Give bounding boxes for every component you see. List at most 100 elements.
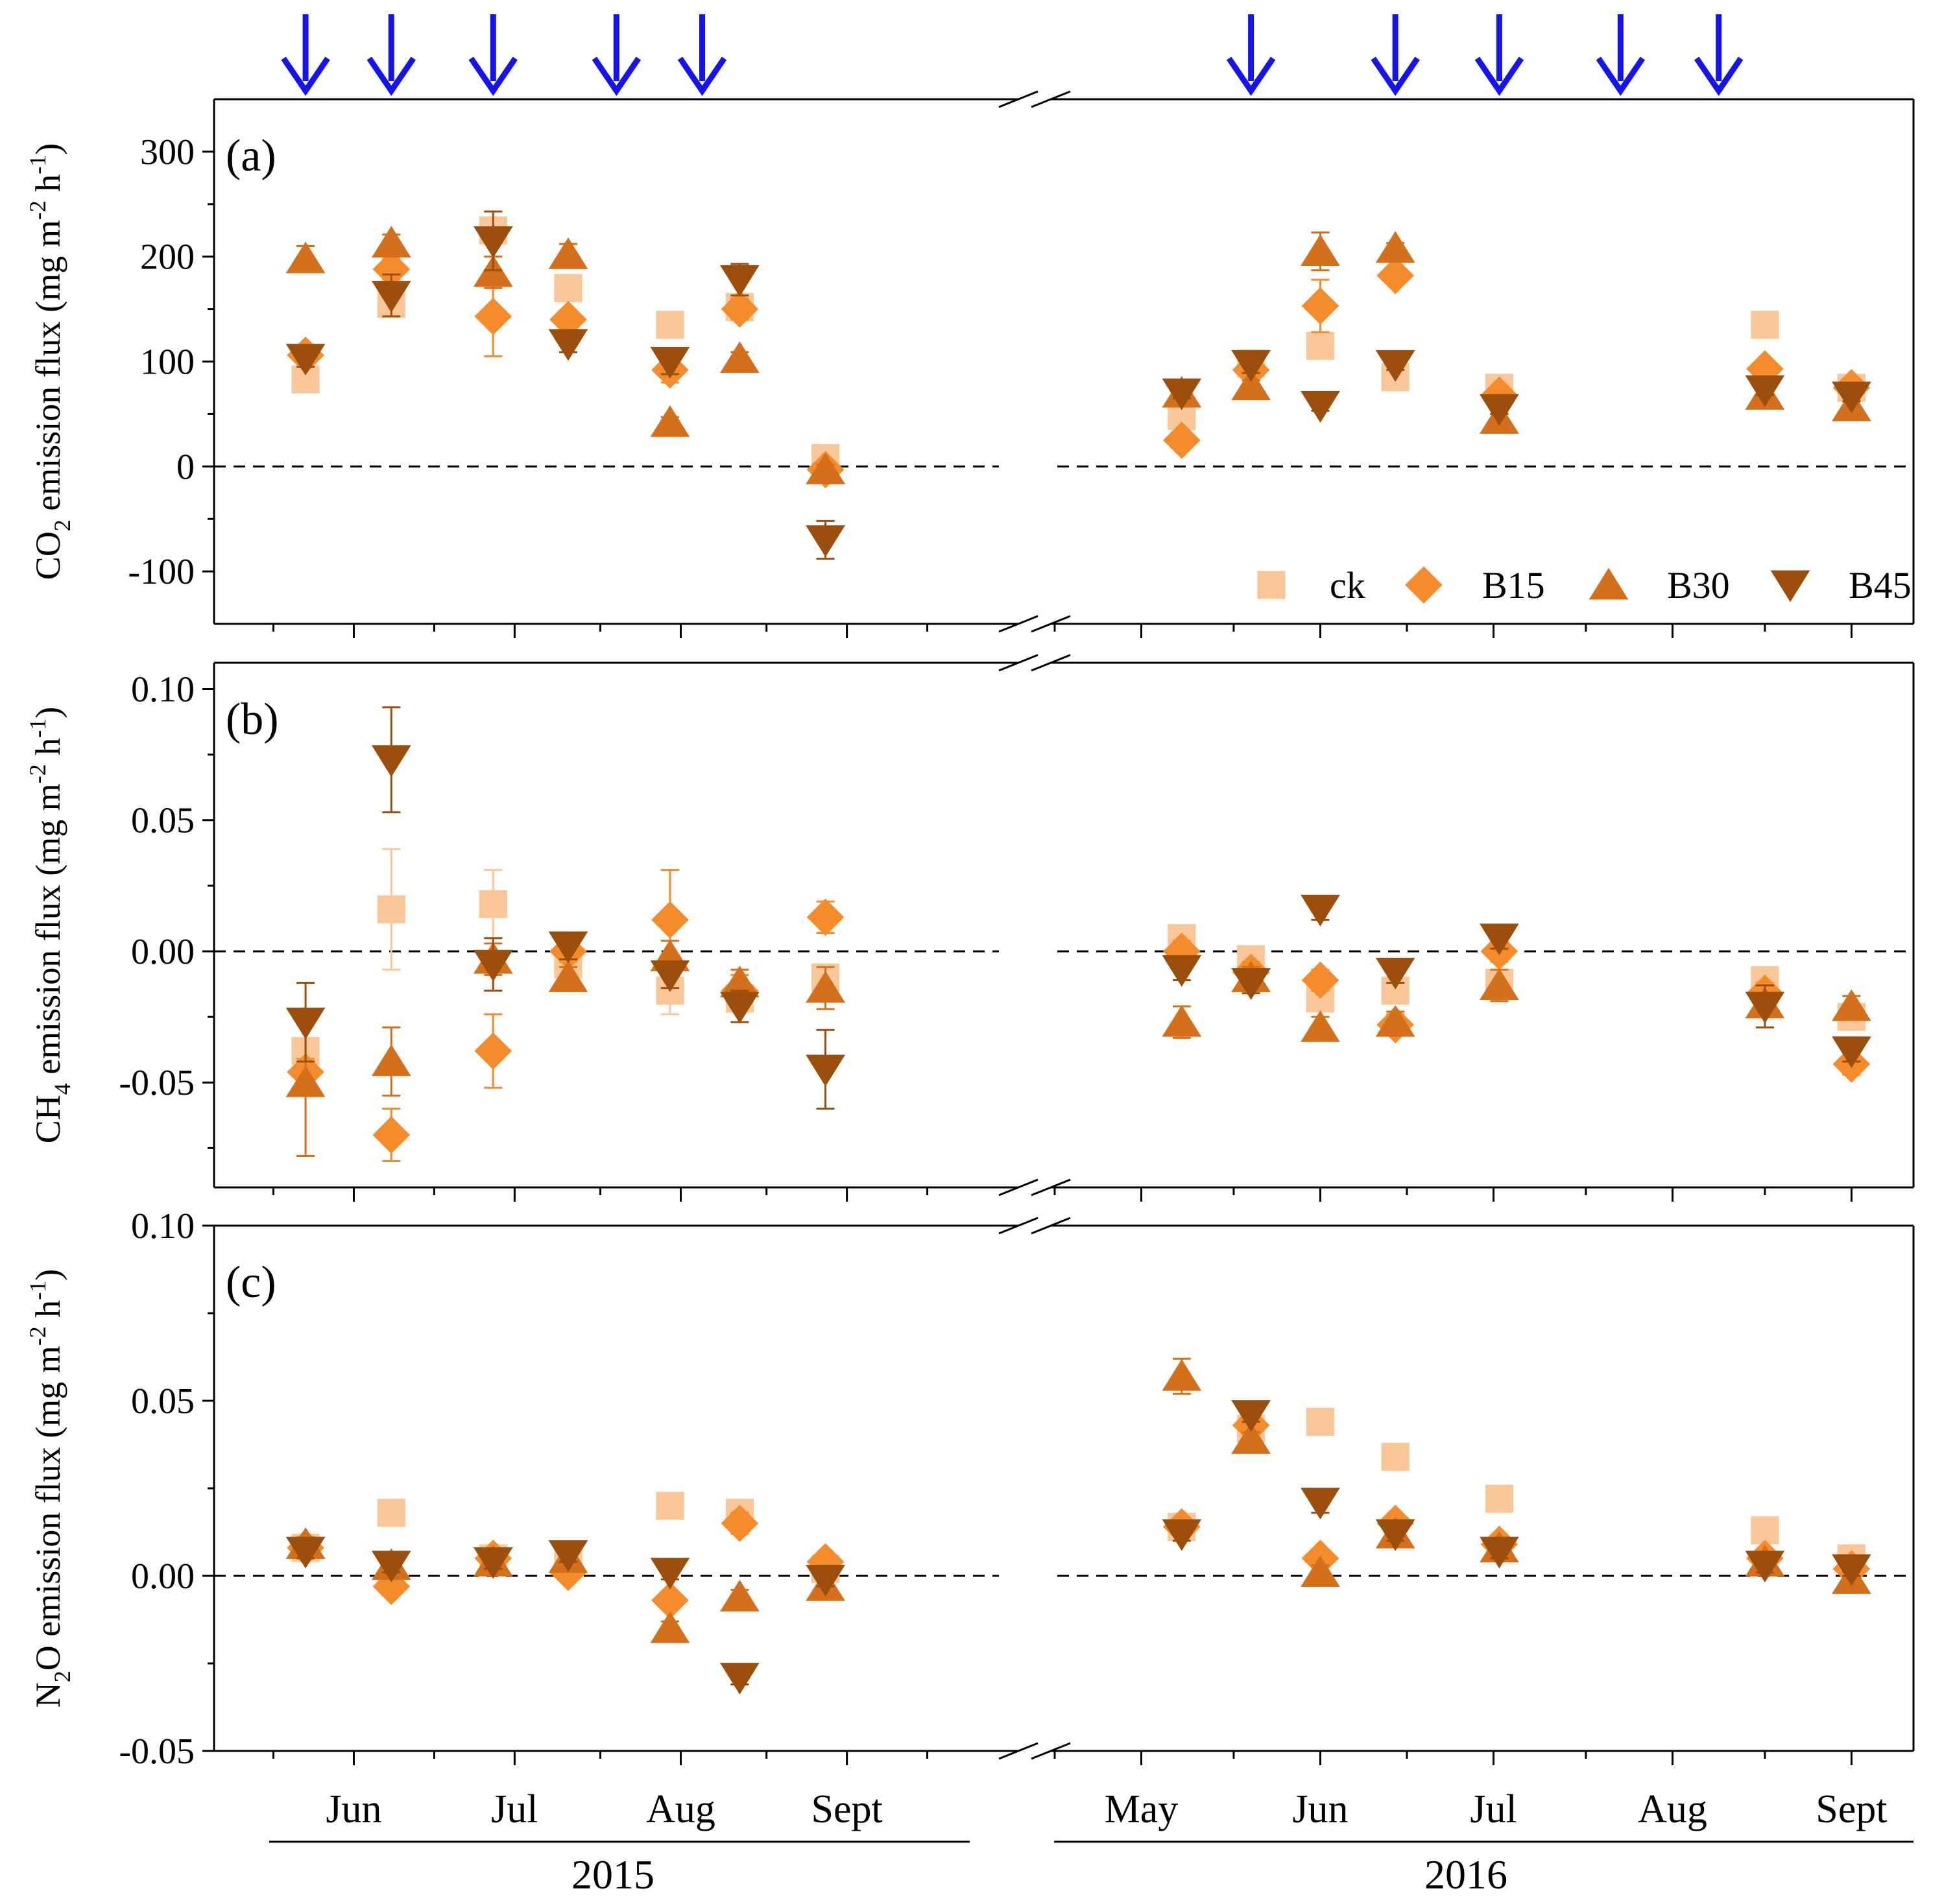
data-point-B45 xyxy=(1162,1519,1202,1551)
y-axis-title-part: ) xyxy=(29,1269,67,1281)
y-axis-title-part: CH xyxy=(29,1095,67,1143)
data-point-B30 xyxy=(1162,1359,1202,1391)
x-month-label: Aug xyxy=(1638,1787,1707,1831)
data-point-ck xyxy=(1381,1442,1410,1471)
y-axis-title-part: O emission flux (mg m xyxy=(29,1346,67,1671)
y-tick-label: 100 xyxy=(140,342,195,383)
panel-2: -0.05 0.00 0.05 0.10 (b) CH4 emission flux (m… xyxy=(25,654,1915,1202)
data-point-B45 xyxy=(1231,968,1271,1000)
data-point-B45 xyxy=(548,931,588,964)
series-B15 xyxy=(287,250,1871,488)
axis-break-mark xyxy=(998,654,1038,672)
y-axis-title-part: -1 xyxy=(25,1281,51,1300)
data-point-B30 xyxy=(720,1580,760,1612)
data-point-B45 xyxy=(1480,394,1519,426)
year-label-2015: 2015 xyxy=(571,1851,654,1898)
data-point-B45 xyxy=(650,347,690,379)
legend-marker-B30 xyxy=(1589,567,1629,600)
data-point-B45 xyxy=(806,1054,845,1087)
data-point-ck xyxy=(656,1492,684,1520)
data-point-B15 xyxy=(474,298,512,335)
series-ck xyxy=(291,1407,1866,1583)
y-axis-title-part: 2 xyxy=(49,519,75,531)
axis-break-mark xyxy=(1031,90,1071,108)
y-axis-title-part: -2 xyxy=(25,1326,51,1346)
y-tick-label: 0.10 xyxy=(131,669,195,709)
data-point-B30 xyxy=(285,1065,326,1097)
data-point-B30 xyxy=(371,1044,411,1077)
data-point-B30 xyxy=(720,966,760,997)
data-point-B45 xyxy=(1480,1536,1519,1569)
down-arrow-icon xyxy=(468,14,518,97)
year-label-2016: 2016 xyxy=(1424,1851,1507,1898)
down-arrow-icon xyxy=(366,14,416,97)
y-tick-label: 0.00 xyxy=(131,1556,195,1597)
data-point-B45 xyxy=(1301,1488,1340,1519)
y-axis-title-part: h xyxy=(29,738,67,765)
data-point-B30 xyxy=(720,341,760,374)
data-point-B45 xyxy=(371,281,411,313)
data-point-B45 xyxy=(720,1663,760,1695)
x-month-label: Jul xyxy=(1470,1787,1517,1831)
data-point-B45 xyxy=(806,525,845,557)
data-point-B30 xyxy=(1301,1010,1340,1042)
data-point-ck xyxy=(377,895,405,923)
legend-label: B15 xyxy=(1482,564,1545,606)
data-point-ck xyxy=(656,311,684,339)
data-point-B45 xyxy=(1231,350,1271,382)
legend-marker-ck xyxy=(1257,571,1286,599)
data-point-ck xyxy=(554,274,582,302)
data-point-B15 xyxy=(474,1032,512,1070)
data-point-B45 xyxy=(473,226,513,258)
series-B30 xyxy=(285,226,1871,484)
y-axis-title-part: -1 xyxy=(25,155,51,174)
y-axis-title-part: 4 xyxy=(49,1083,75,1095)
data-point-ck xyxy=(377,1499,405,1527)
y-axis-title-part: -2 xyxy=(25,200,51,220)
y-axis-title-part: -1 xyxy=(25,719,51,738)
down-arrow-icon xyxy=(677,14,727,97)
data-point-B30 xyxy=(1231,368,1271,401)
y-tick-label: 0 xyxy=(176,447,195,487)
series-B30 xyxy=(285,1357,1871,1643)
data-point-ck xyxy=(479,890,507,918)
y-axis-title-part: h xyxy=(29,1300,67,1327)
data-point-B30 xyxy=(548,960,588,992)
data-point-ck xyxy=(1306,331,1335,360)
down-arrow-icon xyxy=(1371,14,1420,97)
data-point-B30 xyxy=(1832,989,1871,1021)
data-point-B15 xyxy=(1301,961,1339,999)
y-tick-label: 0.05 xyxy=(131,1381,195,1422)
y-tick-label: -0.05 xyxy=(119,1063,195,1103)
data-point-B45 xyxy=(1745,992,1785,1024)
y-tick-label: 0.05 xyxy=(131,801,195,841)
axis-break-mark xyxy=(998,615,1038,633)
data-point-B45 xyxy=(1231,1400,1271,1432)
data-point-B45 xyxy=(1480,923,1519,956)
y-axis-title-part: h xyxy=(29,174,67,201)
data-point-B15 xyxy=(651,1582,689,1619)
data-point-B45 xyxy=(720,265,760,297)
y-axis-title-part: ) xyxy=(29,143,67,155)
down-arrow-head xyxy=(1474,56,1524,97)
y-axis-title-part: ) xyxy=(29,707,67,719)
data-point-B45 xyxy=(650,1558,690,1589)
data-point-B30 xyxy=(1162,1005,1202,1037)
data-point-B15 xyxy=(1376,257,1414,294)
data-point-B30 xyxy=(1375,1005,1415,1037)
legend-label: B30 xyxy=(1667,564,1730,606)
data-point-B45 xyxy=(806,1564,845,1597)
down-arrow-head xyxy=(677,56,727,97)
down-arrow-head xyxy=(1226,56,1276,97)
y-axis-title-part: emission flux (mg m xyxy=(29,220,67,519)
series-B15 xyxy=(287,1407,1871,1619)
data-point-B15 xyxy=(372,1116,411,1154)
axis-break-mark xyxy=(1031,654,1071,672)
down-arrow-head xyxy=(281,56,330,97)
data-point-B45 xyxy=(1832,1554,1871,1586)
data-point-B30 xyxy=(1301,234,1340,267)
axis-break-mark xyxy=(998,90,1038,108)
data-point-B30 xyxy=(548,237,588,269)
data-point-B15 xyxy=(1163,422,1201,459)
data-point-B30 xyxy=(1480,968,1519,1000)
